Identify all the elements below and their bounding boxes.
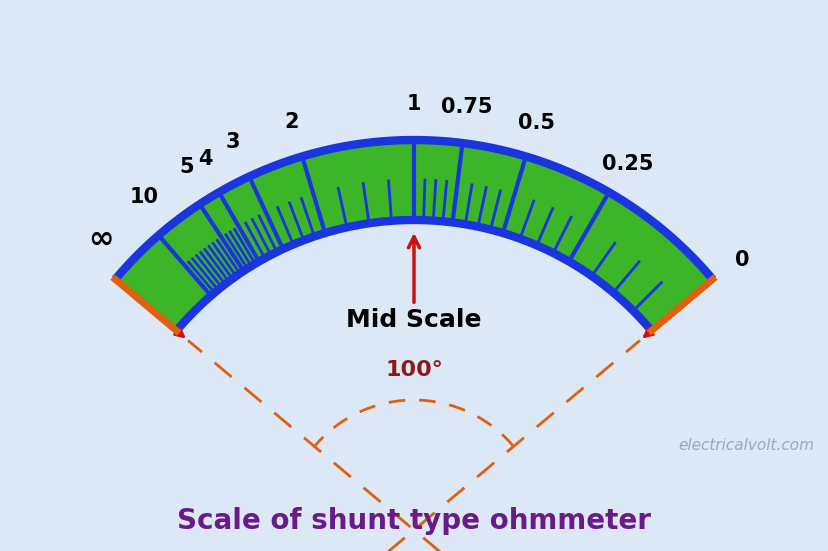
Text: 0.5: 0.5	[518, 113, 555, 133]
Polygon shape	[115, 140, 712, 331]
Text: 5: 5	[180, 158, 194, 177]
Text: electricalvolt.com: electricalvolt.com	[677, 439, 813, 453]
Text: 2: 2	[284, 112, 298, 132]
Text: 1: 1	[407, 94, 421, 114]
Text: 0.75: 0.75	[441, 98, 493, 117]
Text: Scale of shunt type ohmmeter: Scale of shunt type ohmmeter	[177, 507, 651, 535]
Text: 3: 3	[225, 132, 240, 152]
Text: 4: 4	[198, 149, 212, 169]
Text: 0.25: 0.25	[601, 154, 653, 174]
Text: Mid Scale: Mid Scale	[346, 237, 481, 332]
Text: 100°: 100°	[384, 360, 442, 380]
Text: 10: 10	[129, 187, 158, 207]
Text: ∞: ∞	[89, 225, 113, 255]
Text: 0: 0	[734, 250, 749, 270]
